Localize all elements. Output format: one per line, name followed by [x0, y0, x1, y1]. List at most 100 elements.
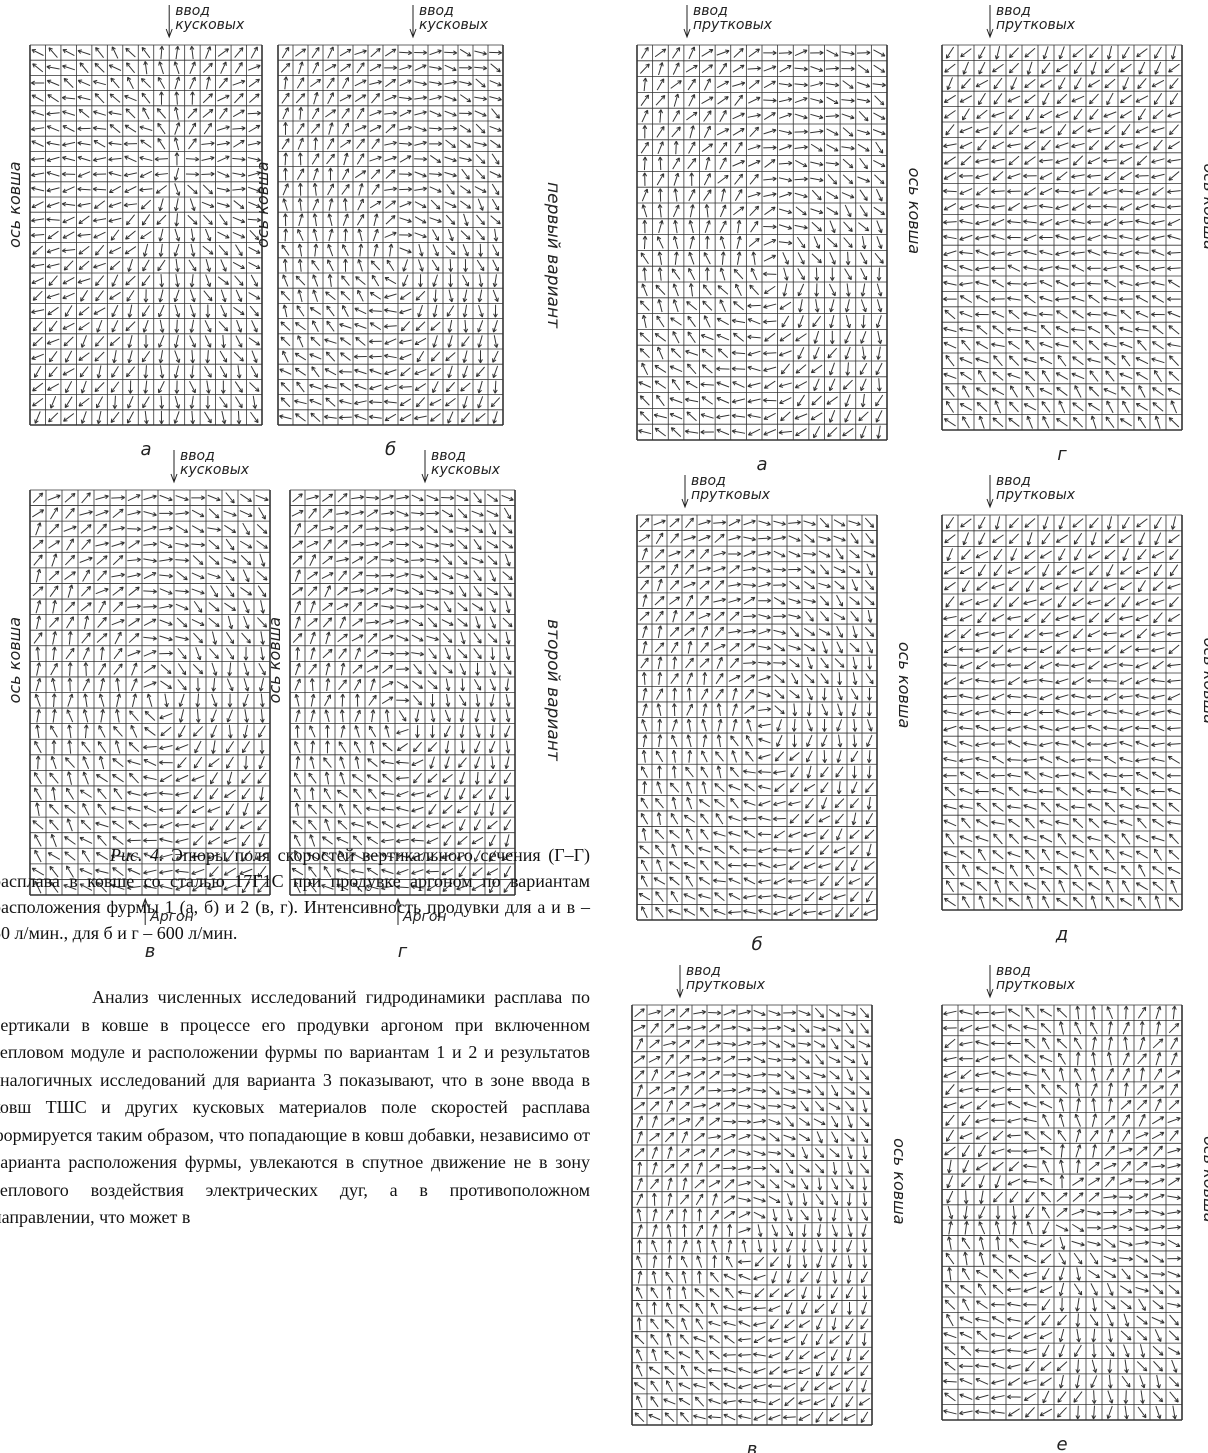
- velocity-arrow: [414, 171, 427, 178]
- velocity-arrow: [679, 1039, 691, 1048]
- velocity-arrow: [414, 110, 427, 116]
- velocity-arrow: [429, 141, 443, 147]
- velocity-arrow: [1137, 817, 1147, 829]
- velocity-arrow: [976, 401, 988, 412]
- velocity-arrow: [849, 642, 860, 653]
- velocity-arrow: [1072, 1177, 1085, 1186]
- velocity-arrow: [1039, 772, 1053, 779]
- velocity-arrow: [1170, 1083, 1178, 1096]
- velocity-arrow: [399, 339, 412, 345]
- velocity-arrow: [873, 64, 886, 73]
- velocity-arrow: [1167, 613, 1180, 622]
- velocity-arrow: [174, 380, 180, 394]
- velocity-arrow: [1119, 645, 1132, 654]
- velocity-arrow: [1135, 566, 1149, 574]
- velocity-arrow: [1024, 629, 1036, 638]
- velocity-arrow: [410, 837, 424, 843]
- velocity-arrow: [683, 581, 696, 588]
- velocity-arrow: [312, 213, 318, 227]
- velocity-arrow: [81, 492, 91, 504]
- velocity-arrow: [693, 1056, 707, 1062]
- velocity-arrow: [991, 1302, 1005, 1307]
- velocity-arrow: [637, 1270, 643, 1284]
- velocity-arrow: [458, 694, 467, 707]
- velocity-arrow: [794, 413, 808, 420]
- velocity-arrow: [354, 647, 361, 660]
- velocity-arrow: [860, 267, 868, 281]
- velocity-arrow: [656, 236, 664, 249]
- velocity-arrow: [239, 540, 253, 549]
- velocity-arrow: [202, 245, 214, 255]
- velocity-arrow: [841, 113, 855, 120]
- velocity-arrow: [801, 1224, 807, 1238]
- velocity-arrow: [634, 1102, 646, 1111]
- velocity-arrow: [743, 550, 756, 557]
- velocity-arrow: [259, 553, 266, 567]
- velocity-arrow: [1088, 294, 1100, 304]
- velocity-arrow: [728, 628, 742, 634]
- velocity-arrow: [111, 572, 125, 578]
- velocity-arrow: [795, 333, 807, 342]
- velocity-arrow: [825, 161, 840, 167]
- velocity-arrow: [368, 308, 382, 314]
- velocity-arrow: [850, 532, 859, 545]
- velocity-arrow: [1167, 663, 1181, 668]
- velocity-arrow: [160, 664, 172, 675]
- velocity-arrow: [1087, 694, 1101, 700]
- velocity-arrow: [1140, 1390, 1145, 1404]
- velocity-arrow: [943, 418, 956, 427]
- velocity-arrow: [641, 109, 649, 123]
- velocity-arrow: [978, 61, 986, 75]
- velocity-arrow: [844, 1132, 855, 1142]
- velocity-arrow: [339, 322, 352, 329]
- velocity-arrow: [204, 365, 212, 378]
- velocity-arrow: [491, 108, 500, 119]
- velocity-arrow: [294, 413, 306, 422]
- velocity-arrow: [758, 847, 771, 854]
- velocity-arrow: [991, 387, 1005, 396]
- velocity-arrow: [731, 366, 746, 372]
- velocity-arrow: [639, 611, 650, 621]
- velocity-arrow: [1039, 187, 1053, 195]
- velocity-arrow: [861, 1333, 867, 1346]
- velocity-arrow: [764, 159, 776, 168]
- velocity-arrow: [716, 128, 730, 136]
- velocity-arrow: [1039, 387, 1053, 395]
- velocity-arrow: [32, 539, 44, 550]
- velocity-arrow: [876, 346, 881, 360]
- velocity-arrow: [224, 524, 237, 534]
- velocity-arrow: [189, 365, 195, 379]
- velocity-arrow: [859, 189, 868, 201]
- velocity-arrow: [836, 750, 842, 763]
- velocity-arrow: [862, 1255, 868, 1269]
- velocity-arrow: [1058, 1252, 1066, 1265]
- velocity-arrow: [1007, 740, 1021, 748]
- velocity-arrow: [367, 632, 378, 643]
- velocity-arrow: [1041, 1314, 1051, 1326]
- velocity-arrow: [309, 787, 315, 801]
- velocity-arrow: [780, 411, 791, 422]
- velocity-arrow: [763, 50, 777, 56]
- velocity-arrow: [701, 625, 708, 638]
- velocity-arrow: [474, 65, 488, 71]
- velocity-arrow: [1119, 234, 1133, 240]
- velocity-arrow: [834, 813, 844, 825]
- velocity-arrow: [797, 268, 805, 281]
- velocity-arrow: [208, 758, 220, 768]
- velocity-arrow: [1136, 1361, 1148, 1372]
- velocity-arrow: [655, 610, 664, 622]
- velocity-arrow: [991, 1395, 1005, 1400]
- velocity-arrow: [811, 189, 822, 201]
- velocity-arrow: [313, 91, 319, 105]
- velocity-arrow: [1071, 372, 1085, 380]
- velocity-arrow: [1072, 356, 1084, 366]
- velocity-arrow: [489, 569, 496, 582]
- velocity-arrow: [642, 267, 647, 281]
- velocity-arrow: [339, 803, 346, 816]
- velocity-arrow: [803, 862, 816, 869]
- velocity-arrow: [708, 1320, 721, 1327]
- velocity-arrow: [1108, 1036, 1113, 1051]
- velocity-arrow: [864, 580, 875, 591]
- velocity-arrow: [943, 773, 957, 779]
- velocity-arrow: [208, 539, 220, 550]
